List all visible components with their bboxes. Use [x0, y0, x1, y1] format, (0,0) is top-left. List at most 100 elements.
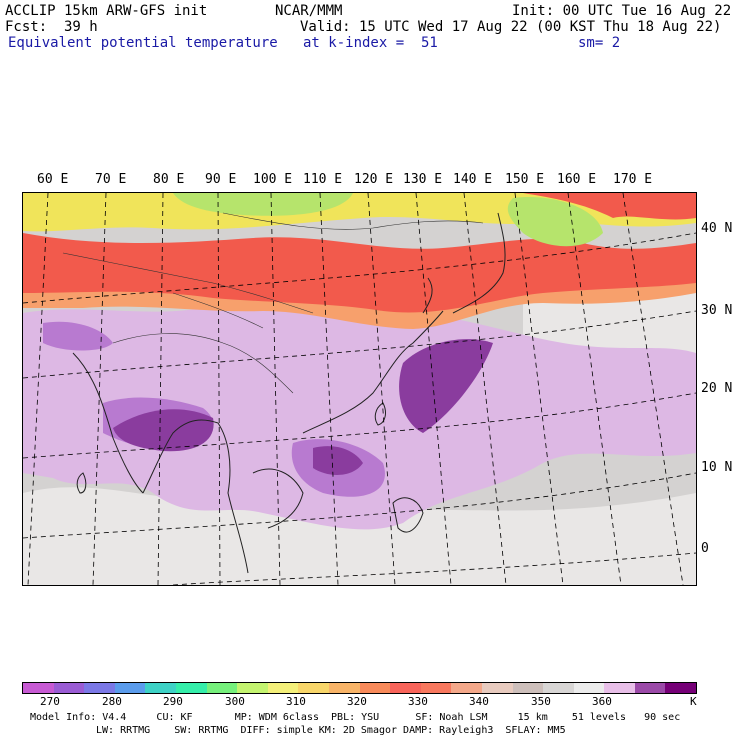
- colorbar-swatch: [298, 683, 329, 693]
- colorbar-tick: 350: [531, 695, 551, 708]
- coast-india-west: [72, 352, 144, 494]
- lon-label: 120 E: [354, 172, 394, 187]
- colorbar-swatch: [84, 683, 115, 693]
- valid-time: Valid: 15 UTC Wed 17 Aug 22 (00 KST Thu …: [300, 19, 722, 35]
- coastlines: [72, 212, 506, 574]
- coast-china-east: [302, 310, 444, 434]
- lon-label: 150 E: [505, 172, 545, 187]
- coast-taiwan: [374, 402, 386, 426]
- parallel-20n: [23, 392, 696, 459]
- coast-indochina: [217, 422, 249, 574]
- meridian: [514, 193, 564, 585]
- lon-label: 110 E: [303, 172, 343, 187]
- lat-label: 20 N: [701, 381, 733, 396]
- colorbar-swatch: [573, 683, 605, 693]
- borders: [62, 212, 484, 394]
- coast-korea: [422, 277, 433, 314]
- lon-label: 90 E: [205, 172, 237, 187]
- meridian: [157, 193, 164, 585]
- colorbar: [22, 682, 697, 694]
- field-philippine-sea-dark: [313, 446, 363, 475]
- field-north-green-east: [507, 197, 603, 247]
- colorbar-swatch: [328, 683, 360, 693]
- lon-label: 80 E: [153, 172, 185, 187]
- colorbar-swatch: [145, 683, 176, 693]
- colorbar-tick: 290: [163, 695, 183, 708]
- colorbar-swatch: [512, 683, 544, 693]
- colorbar-unit: K: [690, 695, 697, 708]
- lon-label: 160 E: [557, 172, 597, 187]
- lon-label: 170 E: [613, 172, 653, 187]
- parallel-30n: [23, 310, 696, 379]
- colorbar-swatch: [543, 683, 574, 693]
- lon-label: 130 E: [403, 172, 443, 187]
- fcst-value: 39 h: [64, 19, 98, 35]
- coast-sri-lanka: [76, 472, 87, 494]
- coast-india-east: [142, 419, 219, 494]
- lon-label: 100 E: [253, 172, 293, 187]
- theta-e-field: [23, 193, 696, 585]
- meridian: [319, 193, 339, 585]
- field-name: Equivalent potential temperature: [8, 35, 278, 51]
- colorbar-tick: 310: [286, 695, 306, 708]
- colorbar-tick: 330: [408, 695, 428, 708]
- meridian: [463, 193, 507, 585]
- coast-vietnam: [252, 468, 304, 529]
- lon-label: 140 E: [453, 172, 493, 187]
- meridian: [217, 193, 221, 585]
- map-panel: [22, 192, 697, 586]
- colorbar-tick: 320: [347, 695, 367, 708]
- smooth-info: sm= 2: [578, 35, 621, 51]
- colorbar-swatch: [114, 683, 146, 693]
- colorbar-swatch: [481, 683, 513, 693]
- parallel-10n: [23, 472, 696, 539]
- field-northeast-red: [523, 193, 696, 220]
- meridian: [367, 193, 396, 585]
- colorbar-swatch: [451, 683, 482, 693]
- lon-label: 70 E: [95, 172, 127, 187]
- colorbar-swatch: [175, 683, 207, 693]
- colorbar-tick: 280: [102, 695, 122, 708]
- level-info: at k-index = 51: [303, 35, 438, 51]
- lat-label: 40 N: [701, 221, 733, 236]
- field-lightgray-south: [23, 487, 696, 585]
- field-arabian-mid: [43, 321, 113, 351]
- meridian: [270, 193, 281, 585]
- coast-philippines: [392, 497, 424, 533]
- coast-japan: [452, 212, 506, 314]
- center-label: NCAR/MMM: [275, 3, 343, 19]
- meridian: [567, 193, 622, 585]
- meridian: [622, 193, 684, 585]
- colorbar-swatch: [420, 683, 452, 693]
- border-b: [112, 333, 294, 394]
- border-a: [62, 252, 314, 314]
- colorbar-swatch: [604, 683, 635, 693]
- colorbar-swatch: [237, 683, 268, 693]
- lat-label: 10 N: [701, 460, 733, 475]
- colorbar-tick: 340: [469, 695, 489, 708]
- colorbar-swatch: [53, 683, 85, 693]
- colorbar-tick: 300: [225, 695, 245, 708]
- colorbar-swatch: [634, 683, 666, 693]
- meridian: [27, 193, 49, 585]
- colorbar-swatch: [359, 683, 391, 693]
- lat-label: 30 N: [701, 303, 733, 318]
- field-india-dark: [113, 409, 214, 452]
- graticule: [23, 193, 696, 585]
- colorbar-swatch: [206, 683, 238, 693]
- colorbar-swatch: [267, 683, 299, 693]
- colorbar-swatch: [665, 683, 697, 693]
- model-info-line2: LW: RRTMG SW: RRTMG DIFF: simple KM: 2D …: [96, 725, 566, 736]
- field-north-green-west: [173, 193, 353, 216]
- parallel-40n: [23, 232, 696, 304]
- lat-label: 0: [701, 541, 709, 556]
- model-info-line1: Model Info: V4.4 CU: KF MP: WDM 6class P…: [30, 712, 681, 723]
- field-orange-transition: [23, 283, 696, 329]
- colorbar-tick: 360: [592, 695, 612, 708]
- init-time: Init: 00 UTC Tue 16 Aug 22: [512, 3, 732, 19]
- field-western-pacific-dark: [399, 339, 493, 433]
- meridian: [415, 193, 452, 585]
- colorbar-tick: 270: [40, 695, 60, 708]
- field-tropics-light: [23, 306, 696, 530]
- meridian: [92, 193, 107, 585]
